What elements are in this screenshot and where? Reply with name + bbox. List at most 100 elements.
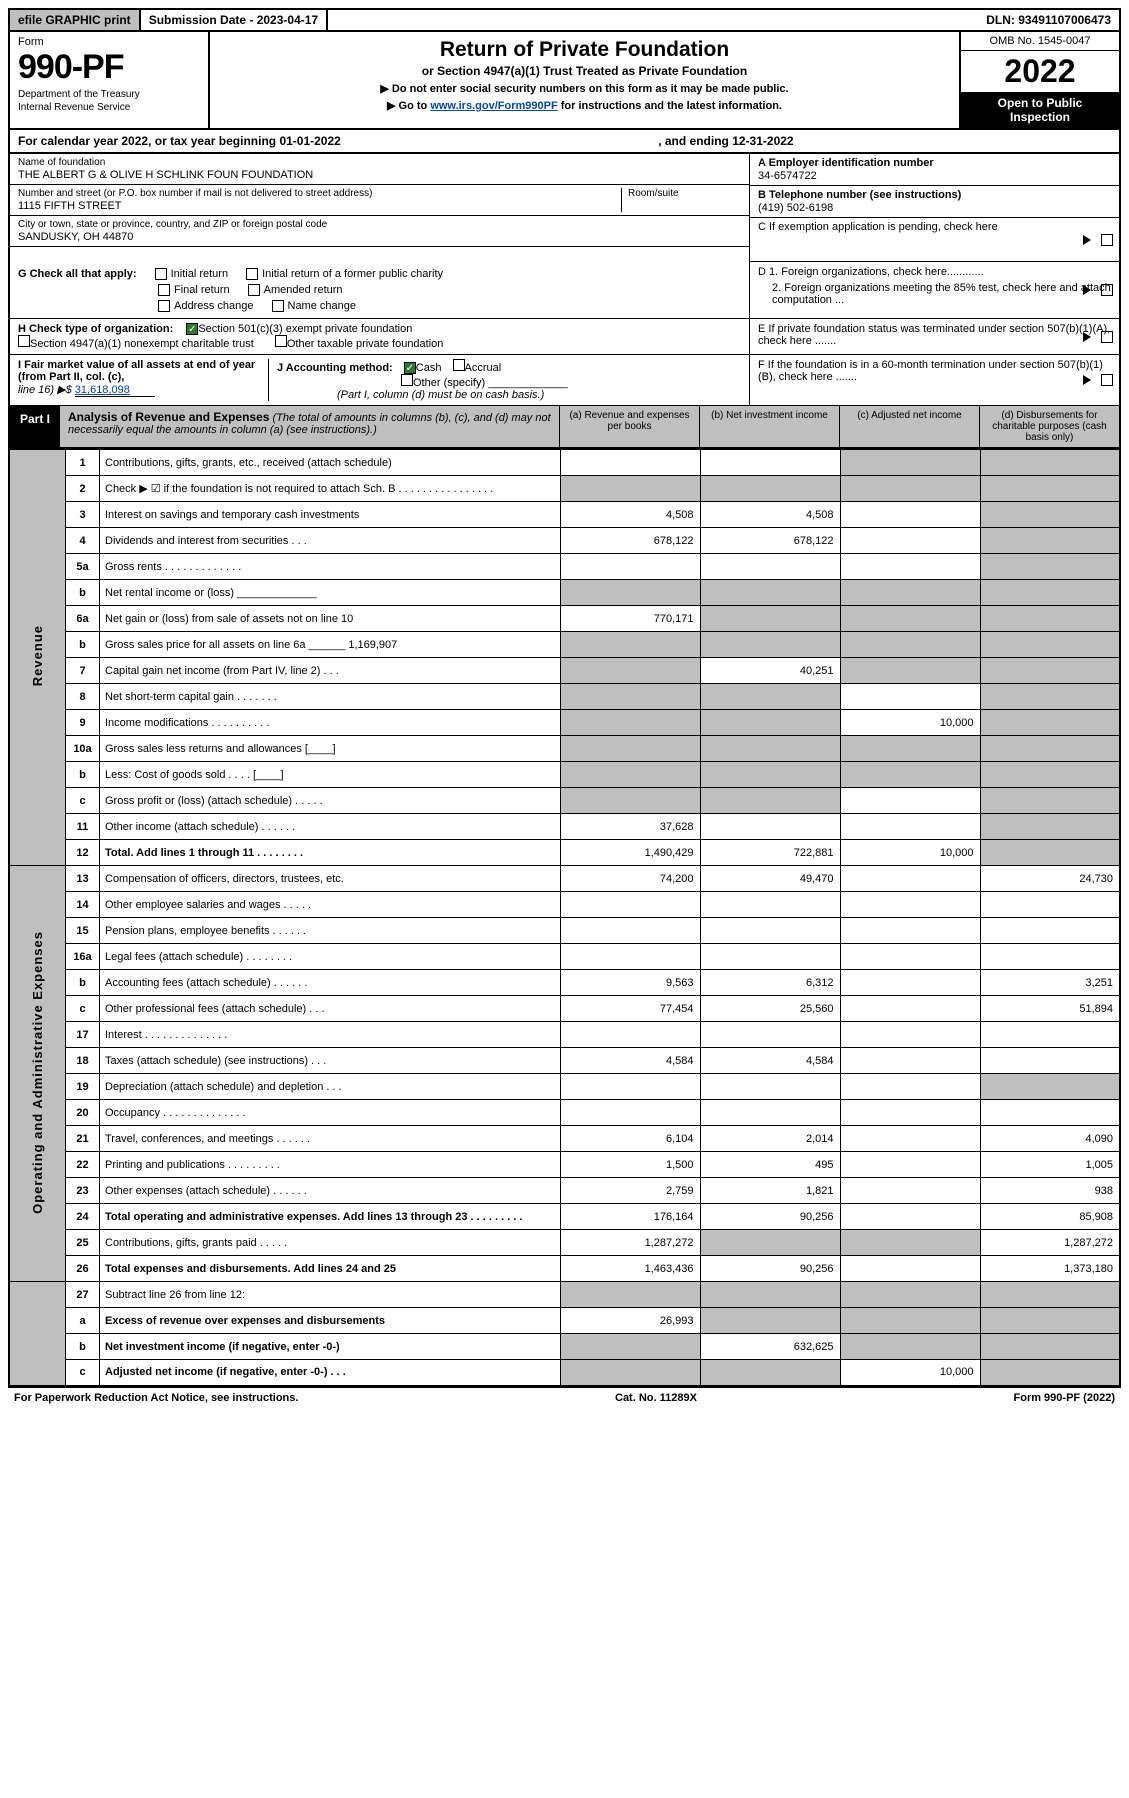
line-description: Gross rents . . . . . . . . . . . . .: [100, 554, 561, 580]
open-inspection: Open to PublicInspection: [961, 92, 1119, 128]
line-number: 17: [66, 1022, 100, 1048]
form-header: Form 990-PF Department of the Treasury I…: [8, 32, 1121, 130]
line-description: Total expenses and disbursements. Add li…: [100, 1256, 561, 1282]
checkbox-c[interactable]: [1101, 234, 1113, 246]
tax-year: 2022: [961, 51, 1119, 92]
city-row: City or town, state or province, country…: [10, 216, 749, 247]
d1-text: D 1. Foreign organizations, check here..…: [758, 266, 1111, 278]
value-cell: [560, 476, 700, 502]
line-description: Net gain or (loss) from sale of assets n…: [100, 606, 561, 632]
efile-print-btn[interactable]: efile GRAPHIC print: [10, 10, 141, 30]
value-cell: 9,563: [560, 970, 700, 996]
value-cell: [560, 892, 700, 918]
checkbox-amended[interactable]: [248, 284, 260, 296]
value-cell: [840, 918, 980, 944]
value-cell: [840, 892, 980, 918]
address-row: Number and street (or P.O. box number if…: [10, 185, 749, 216]
value-cell: [980, 502, 1120, 528]
value-cell: [560, 1360, 700, 1386]
line-description: Income modifications . . . . . . . . . .: [100, 710, 561, 736]
checkbox-final[interactable]: [158, 284, 170, 296]
value-cell: [980, 788, 1120, 814]
instructions-note: ▶ Go to www.irs.gov/Form990PF for instru…: [220, 99, 949, 112]
checkbox-initial-pc[interactable]: [246, 268, 258, 280]
col-d-header: (d) Disbursements for charitable purpose…: [979, 406, 1119, 447]
table-row: aExcess of revenue over expenses and dis…: [9, 1308, 1120, 1334]
line-number: 8: [66, 684, 100, 710]
telephone: (419) 502-6198: [758, 202, 1111, 214]
value-cell: [840, 606, 980, 632]
checkbox-initial[interactable]: [155, 268, 167, 280]
value-cell: [700, 684, 840, 710]
value-cell: [840, 684, 980, 710]
value-cell: [560, 658, 700, 684]
expenses-label: Operating and Administrative Expenses: [9, 866, 66, 1282]
value-cell: [560, 632, 700, 658]
line-description: Gross sales less returns and allowances …: [100, 736, 561, 762]
value-cell: 4,508: [700, 502, 840, 528]
table-row: bGross sales price for all assets on lin…: [9, 632, 1120, 658]
table-row: bAccounting fees (attach schedule) . . .…: [9, 970, 1120, 996]
table-row: 20Occupancy . . . . . . . . . . . . . .: [9, 1100, 1120, 1126]
value-cell: 1,463,436: [560, 1256, 700, 1282]
checkbox-d1[interactable]: [1101, 284, 1113, 296]
checkbox-501c3[interactable]: ✓: [186, 323, 198, 335]
checkbox-other-method[interactable]: [401, 374, 413, 386]
checkbox-e[interactable]: [1101, 331, 1113, 343]
irs-text: Internal Revenue Service: [18, 102, 200, 113]
line-number: 2: [66, 476, 100, 502]
col-b-header: (b) Net investment income: [699, 406, 839, 447]
checkbox-cash[interactable]: ✓: [404, 362, 416, 374]
value-cell: 1,287,272: [560, 1230, 700, 1256]
value-cell: [840, 1308, 980, 1334]
value-cell: [980, 528, 1120, 554]
line-description: Other income (attach schedule) . . . . .…: [100, 814, 561, 840]
fmv-amount[interactable]: 31,618,098: [75, 384, 155, 397]
value-cell: 74,200: [560, 866, 700, 892]
line-number: c: [66, 996, 100, 1022]
page-title: Return of Private Foundation: [220, 38, 949, 62]
arrow-icon: [1083, 285, 1091, 295]
value-cell: [560, 1334, 700, 1360]
table-row: 27Subtract line 26 from line 12:: [9, 1282, 1120, 1308]
checkbox-other-tax[interactable]: [275, 335, 287, 347]
line-description: Adjusted net income (if negative, enter …: [100, 1360, 561, 1386]
table-row: 10aGross sales less returns and allowanc…: [9, 736, 1120, 762]
value-cell: [560, 1022, 700, 1048]
checkbox-accrual[interactable]: [453, 359, 465, 371]
value-cell: [840, 1022, 980, 1048]
line-description: Gross profit or (loss) (attach schedule)…: [100, 788, 561, 814]
value-cell: 1,500: [560, 1152, 700, 1178]
value-cell: [700, 1230, 840, 1256]
table-row: bLess: Cost of goods sold . . . . [____]: [9, 762, 1120, 788]
table-row: 26Total expenses and disbursements. Add …: [9, 1256, 1120, 1282]
table-row: cAdjusted net income (if negative, enter…: [9, 1360, 1120, 1386]
ein-row: A Employer identification number 34-6574…: [749, 154, 1119, 186]
line-number: 7: [66, 658, 100, 684]
arrow-icon: [1083, 375, 1091, 385]
value-cell: [980, 814, 1120, 840]
dept-text: Department of the Treasury: [18, 89, 200, 100]
checkbox-f[interactable]: [1101, 374, 1113, 386]
checkbox-4947[interactable]: [18, 335, 30, 347]
table-row: 5aGross rents . . . . . . . . . . . . .: [9, 554, 1120, 580]
line-number: 9: [66, 710, 100, 736]
line-number: 27: [66, 1282, 100, 1308]
value-cell: 10,000: [840, 840, 980, 866]
value-cell: [980, 1334, 1120, 1360]
table-row: bNet investment income (if negative, ent…: [9, 1334, 1120, 1360]
line-description: Pension plans, employee benefits . . . .…: [100, 918, 561, 944]
arrow-icon: [1083, 332, 1091, 342]
line-description: Interest on savings and temporary cash i…: [100, 502, 561, 528]
value-cell: [700, 814, 840, 840]
h-row: H Check type of organization: ✓Section 5…: [8, 319, 1121, 355]
paperwork-notice: For Paperwork Reduction Act Notice, see …: [14, 1392, 298, 1404]
checkbox-address[interactable]: [158, 300, 170, 312]
form990pf-link[interactable]: www.irs.gov/Form990PF: [430, 100, 557, 112]
line-description: Total. Add lines 1 through 11 . . . . . …: [100, 840, 561, 866]
value-cell: [560, 736, 700, 762]
line-description: Contributions, gifts, grants, etc., rece…: [100, 450, 561, 476]
line-description: Other professional fees (attach schedule…: [100, 996, 561, 1022]
foundation-name: THE ALBERT G & OLIVE H SCHLINK FOUN FOUN…: [18, 169, 741, 181]
checkbox-name[interactable]: [272, 300, 284, 312]
